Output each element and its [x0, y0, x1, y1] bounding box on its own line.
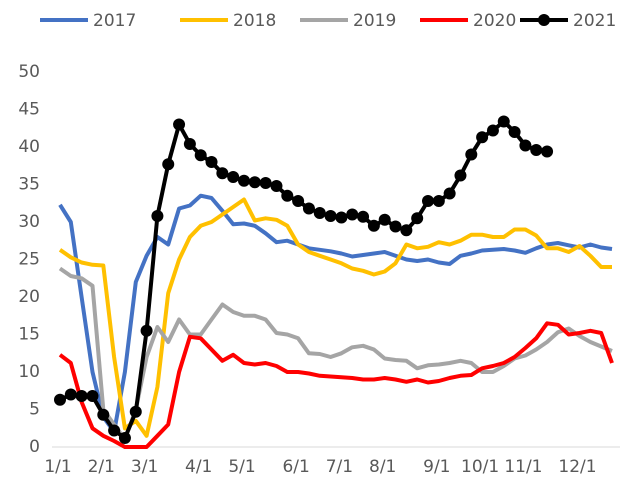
y-tick-label: 10 [18, 362, 40, 382]
y-tick-label: 45 [18, 100, 40, 120]
series-line [58, 193, 613, 434]
point [54, 393, 66, 406]
y-tick-label: 5 [29, 400, 40, 420]
point [64, 388, 77, 401]
x-tick-label: 9/1 [423, 457, 450, 477]
x-tick-label: 12/1 [558, 457, 596, 477]
point [129, 405, 142, 418]
x-tick-label: 10/1 [461, 457, 499, 477]
point [194, 149, 207, 162]
point [227, 171, 240, 183]
point [313, 207, 326, 219]
point [108, 424, 121, 437]
point [335, 211, 348, 224]
x-tick-label: 11/1 [504, 457, 542, 477]
x-tick-label: 4/1 [185, 457, 212, 477]
x-tick-label: 3/1 [131, 457, 158, 477]
point [530, 144, 543, 156]
point [216, 167, 229, 180]
y-tick-label: 40 [18, 137, 40, 157]
legend-label: 2021 [573, 11, 616, 31]
point [400, 224, 413, 237]
legend-label: 2019 [353, 11, 396, 31]
x-tick-label: 7/1 [326, 457, 353, 477]
x-tick-label: 8/1 [369, 457, 396, 477]
legend-label: 2020 [473, 11, 516, 31]
point [476, 131, 489, 144]
point [118, 432, 131, 444]
point [378, 213, 391, 226]
x-tick-label: 6/1 [282, 457, 309, 477]
x-tick-label: 2/1 [88, 457, 115, 477]
point [508, 126, 521, 138]
point [411, 212, 424, 225]
point [367, 219, 380, 232]
y-tick-label: 15 [18, 325, 40, 345]
point [357, 210, 370, 223]
point [75, 390, 88, 402]
point [292, 195, 305, 207]
point [324, 210, 337, 222]
point [86, 390, 99, 402]
point [346, 208, 359, 221]
point [162, 158, 175, 171]
y-tick-label: 35 [18, 175, 40, 195]
x-tick-label: 5/1 [228, 457, 255, 477]
legend-label: 2017 [93, 11, 136, 31]
series-line [58, 321, 614, 449]
point [422, 195, 434, 207]
point [497, 115, 510, 128]
point [486, 124, 499, 137]
point [248, 176, 261, 189]
point [205, 156, 218, 168]
point [140, 324, 153, 337]
point [302, 202, 315, 215]
point [173, 118, 186, 131]
point [259, 177, 272, 189]
series-line [58, 266, 613, 442]
point [443, 187, 456, 200]
y-tick-label: 25 [18, 250, 40, 270]
point [270, 180, 283, 192]
point [281, 189, 294, 202]
series-line [58, 197, 612, 438]
point [541, 145, 554, 158]
y-tick-label: 50 [18, 62, 40, 82]
series-line [59, 119, 548, 440]
legend-marker [538, 14, 550, 26]
point [519, 139, 532, 152]
point [238, 174, 250, 187]
legend-label: 2018 [233, 11, 276, 31]
x-tick-label: 1/1 [44, 457, 71, 477]
point [465, 148, 478, 161]
point [389, 220, 402, 233]
y-tick-label: 0 [29, 437, 40, 457]
point [97, 408, 110, 421]
point [151, 210, 164, 222]
y-tick-label: 20 [18, 287, 40, 307]
y-tick-label: 30 [18, 212, 40, 232]
point [183, 138, 196, 150]
point [432, 195, 445, 207]
point [454, 169, 467, 182]
